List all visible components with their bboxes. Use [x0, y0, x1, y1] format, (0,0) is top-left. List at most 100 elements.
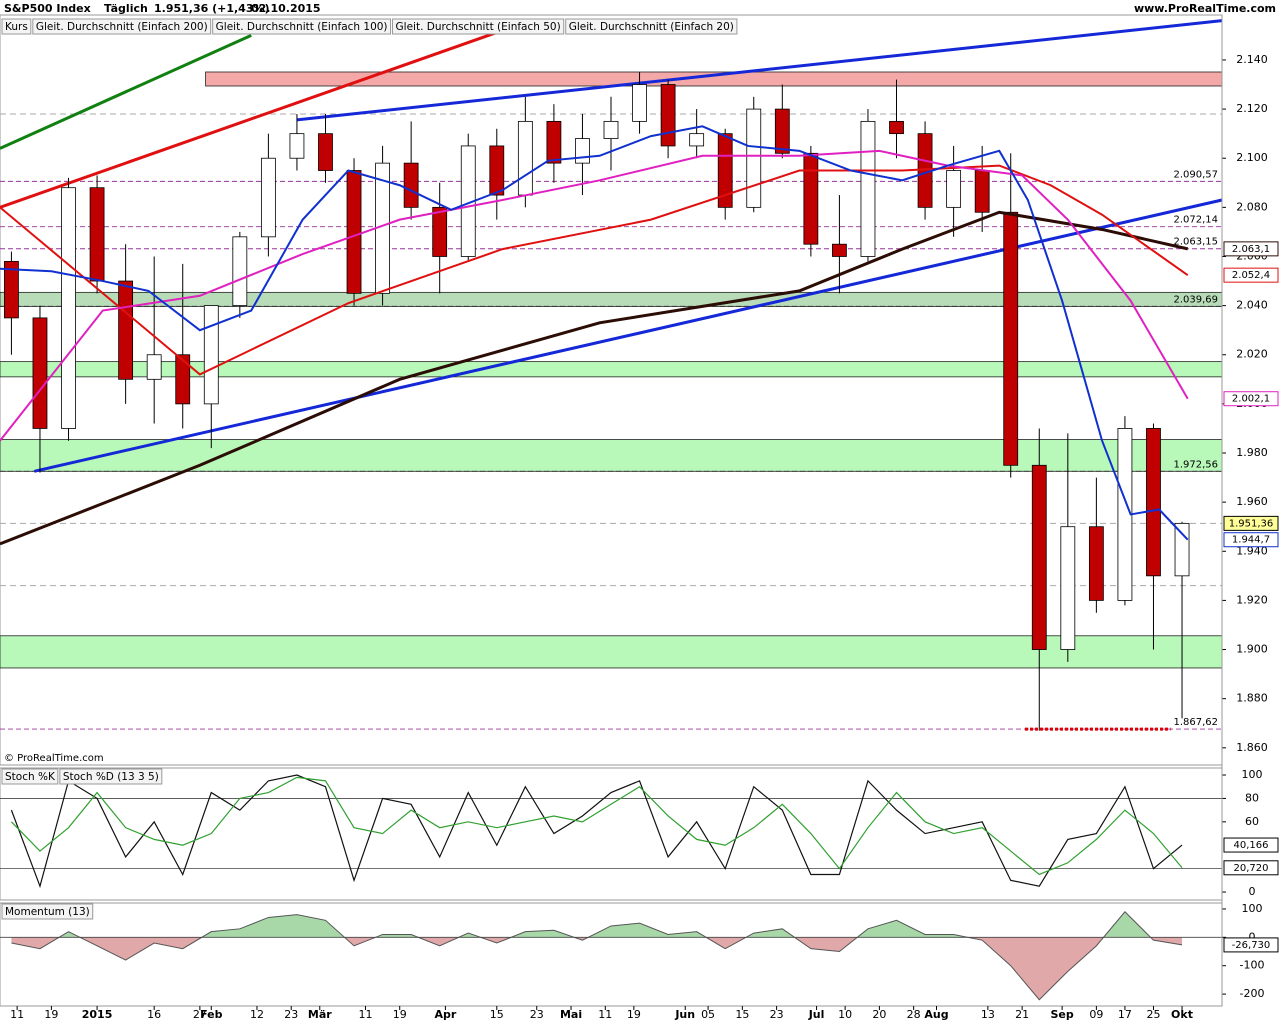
- last-price: 1.951,36 (+1,43%): [154, 2, 270, 15]
- level-label: 2.090,57: [1173, 169, 1218, 180]
- x-tick-label: 19: [627, 1008, 641, 1021]
- value-tag-label: 40,166: [1234, 840, 1269, 851]
- series-line: [0, 164, 1189, 376]
- legend-box: [212, 18, 392, 35]
- legend-entry: Kurs: [5, 21, 28, 33]
- y-tick-label: 2.020: [1236, 348, 1268, 361]
- x-tick-label: 28: [907, 1008, 921, 1021]
- legend-entry: Gleit. Durchschnitt (Einfach 50): [396, 21, 561, 33]
- x-tick-label: Jul: [808, 1008, 825, 1021]
- value-tag: [1223, 267, 1279, 283]
- x-tick-label: 11: [358, 1008, 372, 1021]
- candle-body: [832, 243, 847, 257]
- x-tick-label: 19: [393, 1008, 407, 1021]
- symbol: S&P500 Index: [4, 2, 91, 15]
- y-tick-label: 2.100: [1236, 151, 1268, 164]
- y-tick-label: 1.860: [1236, 741, 1268, 754]
- y-tick-label: -200: [1240, 987, 1265, 1000]
- candle-body: [318, 133, 333, 171]
- zone: [0, 439, 1223, 472]
- legend-box: [565, 18, 738, 35]
- x-tick-label: 17: [1118, 1008, 1132, 1021]
- candle-body: [860, 120, 876, 257]
- candle-body: [946, 170, 962, 208]
- trendline: [0, 34, 252, 150]
- x-tick-label: 23: [770, 1008, 784, 1021]
- y-tick-label: 1.940: [1236, 544, 1268, 557]
- legend-entry: Gleit. Durchschnitt (Einfach 200): [36, 21, 208, 33]
- y-tick-label: -100: [1240, 959, 1265, 972]
- candle-body: [175, 354, 191, 405]
- value-tag: [1223, 937, 1279, 953]
- value-tag-label: 1.951,36: [1229, 518, 1274, 529]
- series-line: [0, 125, 1189, 541]
- candle-body: [432, 206, 448, 257]
- level-label: 2.039,69: [1173, 294, 1218, 305]
- value-tag-label: 2.002,1: [1232, 394, 1270, 405]
- x-tick-label: 19: [44, 1008, 58, 1021]
- candle-body: [774, 108, 790, 154]
- candle-body: [974, 170, 990, 213]
- candle-body: [4, 260, 19, 319]
- trendline: [296, 19, 1223, 122]
- candle-body: [1174, 522, 1190, 577]
- candle-body: [232, 236, 248, 307]
- site: www.ProRealTime.com: [1134, 2, 1276, 15]
- candle-body: [1146, 428, 1161, 577]
- series-line: [11, 911, 1183, 1001]
- legend-entry: Stoch %K: [5, 771, 56, 783]
- x-tick-label: 20: [872, 1008, 886, 1021]
- x-tick-label: 23: [284, 1008, 298, 1021]
- trendline: [33, 198, 1223, 473]
- legend-entry: Gleit. Durchschnitt (Einfach 20): [569, 21, 734, 33]
- x-tick-label: 05: [701, 1008, 715, 1021]
- x-tick-label: Sep: [1050, 1008, 1073, 1021]
- zone: [0, 635, 1223, 669]
- area-negative: [11, 937, 1183, 1000]
- candle-body: [717, 133, 733, 208]
- y-tick-label: 80: [1245, 791, 1259, 804]
- level-label: 1.972,56: [1173, 459, 1218, 470]
- candle-body: [32, 317, 48, 429]
- y-tick-label: 1.880: [1236, 692, 1268, 705]
- legend-box: [32, 18, 212, 35]
- level-label: 2.072,14: [1173, 215, 1218, 226]
- x-tick-label: 23: [530, 1008, 544, 1021]
- series-line: [0, 149, 1189, 442]
- candle-body: [403, 162, 419, 208]
- candle-body: [260, 157, 276, 238]
- value-tag: [1223, 515, 1279, 531]
- y-tick-label: 2.040: [1236, 299, 1268, 312]
- value-tag: [1223, 837, 1279, 853]
- candle-body: [603, 120, 619, 139]
- candle-body: [61, 187, 76, 429]
- x-tick-label: 27: [193, 1008, 207, 1021]
- value-tag-label: -26,730: [1232, 940, 1271, 951]
- trendline: [0, 29, 504, 209]
- candle-body: [546, 120, 562, 164]
- y-tick-label: 2.140: [1236, 53, 1268, 66]
- x-tick-label: Mai: [560, 1008, 582, 1021]
- value-tag-label: 1.944,7: [1232, 535, 1270, 546]
- x-tick-label: Aug: [924, 1008, 948, 1021]
- y-tick-label: 2.080: [1236, 200, 1268, 213]
- candle-body: [632, 84, 647, 122]
- x-tick-label: 11: [598, 1008, 612, 1021]
- legend-entry: Gleit. Durchschnitt (Einfach 100): [216, 21, 388, 33]
- candle-body: [1031, 464, 1047, 650]
- legend-box: [1, 768, 59, 785]
- candle-body: [203, 305, 219, 405]
- level-label: 1.867,62: [1173, 717, 1218, 728]
- candle-body: [689, 133, 705, 147]
- value-tag: [1223, 532, 1279, 548]
- series-line: [0, 210, 1189, 546]
- y-tick-label: 100: [1242, 768, 1263, 781]
- legend-box: [59, 768, 163, 785]
- candle-body: [346, 170, 362, 294]
- y-tick-label: 1.960: [1236, 495, 1268, 508]
- candle-body: [1060, 526, 1076, 650]
- y-tick-label: 1.980: [1236, 446, 1268, 459]
- copyright: © ProRealTime.com: [4, 753, 104, 764]
- value-tag-label: 20,720: [1234, 863, 1269, 874]
